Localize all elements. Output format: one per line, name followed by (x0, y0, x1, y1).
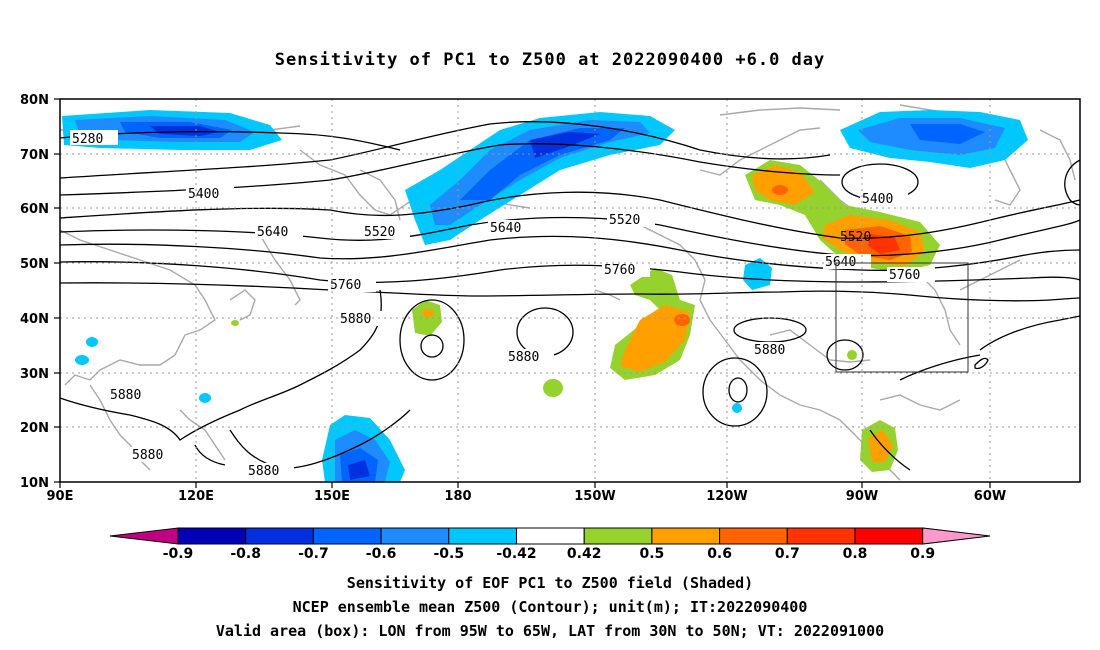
colorbar-cell (312, 527, 382, 545)
lat-label: 50N (20, 257, 49, 272)
contour-labels: 5280 5400 5520 5520 5640 5640 5760 5760 … (70, 130, 935, 479)
colorbar-cell (516, 527, 585, 545)
svg-text:5760: 5760 (604, 263, 635, 278)
lat-label: 80N (20, 93, 49, 108)
footer-shading-caption: Sensitivity of EOF PC1 to Z500 field (Sh… (346, 574, 754, 592)
lon-label: 120E (178, 489, 214, 504)
contour-label: 5400 (186, 186, 234, 202)
svg-text:5400: 5400 (188, 187, 219, 202)
colorbar-high-triangle (922, 527, 991, 545)
colorbar-cell (380, 527, 450, 545)
colorbar-cell (786, 527, 856, 545)
lat-label: 40N (20, 312, 49, 327)
lon-label: 120W (706, 489, 747, 504)
footer-contour-caption: NCEP ensemble mean Z500 (Contour); unit(… (292, 598, 808, 616)
svg-text:5880: 5880 (754, 343, 785, 358)
svg-text:5400: 5400 (862, 192, 893, 207)
contour-label: 5760 (887, 267, 935, 283)
lat-label: 10N (20, 476, 49, 491)
svg-text:5880: 5880 (132, 448, 163, 463)
colorbar-label: 0.6 (707, 546, 732, 562)
sensitivity-shading (62, 110, 1028, 482)
svg-text:5880: 5880 (508, 350, 539, 365)
map-frame (59, 98, 1081, 483)
axis-ticks (54, 98, 991, 488)
lat-label: 70N (20, 148, 49, 163)
valid-area-box (835, 262, 969, 373)
footer-valid-area-caption: Valid area (box): LON from 95W to 65W, L… (215, 622, 885, 640)
svg-text:5640: 5640 (257, 225, 288, 240)
contour-label: 5520 (840, 230, 871, 245)
colorbar-low-triangle (109, 527, 179, 545)
colorbar-label: -0.7 (298, 546, 329, 562)
colorbar-label: 0.42 (567, 546, 602, 562)
contour-label: 5520 (362, 224, 410, 240)
contour-label: 5880 (506, 349, 554, 365)
colorbar-label: 0.8 (843, 546, 868, 562)
latitude-labels: 80N 70N 60N 50N 40N 30N 20N 10N (20, 93, 49, 491)
colorbar-label: -0.8 (230, 546, 261, 562)
contour-label: 5760 (328, 277, 376, 293)
contour-label: 5880 (130, 447, 178, 463)
longitude-labels: 90E 120E 150E 180 150W 120W 90W 60W (47, 489, 1007, 504)
lon-label: 90W (846, 489, 878, 504)
contour-label: 5280 (70, 130, 118, 147)
colorbar-cell (583, 527, 653, 545)
colorbar-label: 0.5 (639, 546, 664, 562)
colorbar-cell (651, 527, 721, 545)
svg-text:5520: 5520 (364, 225, 395, 240)
contour-label: 5640 (488, 220, 536, 236)
contour-label: 5760 (602, 262, 650, 278)
map-title: Sensitivity of PC1 to Z500 at 2022090400… (274, 50, 826, 70)
svg-text:5880: 5880 (340, 312, 371, 327)
colorbar-cell (448, 527, 517, 545)
lat-label: 30N (20, 367, 49, 382)
svg-text:5880: 5880 (248, 464, 279, 479)
contour-label: 5400 (860, 191, 908, 207)
colorbar-cell (245, 527, 314, 545)
svg-text:5760: 5760 (330, 278, 361, 293)
contour-label: 5880 (752, 342, 800, 358)
svg-text:5880: 5880 (110, 388, 141, 403)
lon-label: 180 (444, 489, 471, 504)
colorbar-label: -0.9 (163, 546, 194, 562)
contour-label: 5880 (108, 387, 156, 403)
colorbar-label: -0.6 (366, 546, 397, 562)
colorbar-label: -0.42 (496, 546, 536, 562)
lon-label: 150E (314, 489, 350, 504)
lon-label: 90E (47, 489, 74, 504)
colorbar: -0.9 -0.8 -0.7 -0.6 -0.5 -0.42 0.42 0.5 0.6 0.7 0.… (109, 527, 991, 562)
colorbar-cell (177, 527, 247, 545)
contour-label: 5880 (338, 311, 386, 327)
contour-label: 5640 (255, 224, 303, 240)
lat-label: 60N (20, 202, 49, 217)
graticule (60, 99, 1080, 482)
colorbar-cell (719, 527, 788, 545)
contour-label: 5640 (823, 254, 871, 270)
svg-text:5640: 5640 (490, 221, 521, 236)
contour-label: 5520 (607, 212, 655, 228)
lat-label: 20N (20, 421, 49, 436)
colorbar-label: 0.7 (775, 546, 800, 562)
svg-text:5520: 5520 (609, 213, 640, 228)
svg-text:5760: 5760 (889, 268, 920, 283)
lon-label: 150W (574, 489, 615, 504)
colorbar-cell (854, 527, 924, 545)
lon-label: 60W (974, 489, 1006, 504)
svg-text:5280: 5280 (72, 132, 103, 147)
colorbar-label: 0.9 (910, 546, 935, 562)
colorbar-label: -0.5 (433, 546, 464, 562)
contour-label: 5880 (246, 463, 294, 479)
svg-text:5520: 5520 (840, 230, 871, 245)
